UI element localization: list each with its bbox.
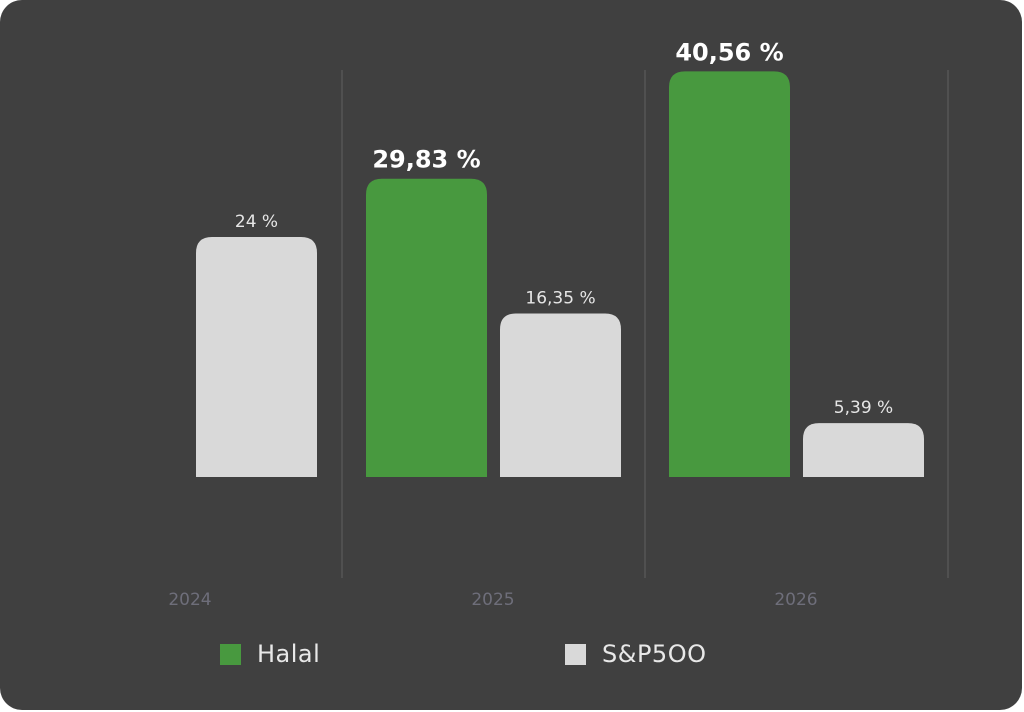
x-tick-label-2026: 2026 <box>774 590 817 610</box>
legend-item-sp500: S&P5OO <box>565 640 706 668</box>
x-tick-label-2025: 2025 <box>471 590 514 610</box>
legend-label-halal: Halal <box>257 640 321 668</box>
bar-halal-2026 <box>669 71 790 478</box>
bar-sp500-2025-label: 16,35 % <box>525 289 595 309</box>
bar-halal-2025-label: 29,83 % <box>372 146 480 174</box>
x-tick-label-2024: 2024 <box>168 590 211 610</box>
chart-legend: Halal S&P5OO <box>0 640 1024 676</box>
bar-sp500-2024-label: 24 % <box>235 212 278 232</box>
bar-sp500-2025 <box>500 313 621 477</box>
legend-swatch-halal <box>220 643 241 665</box>
legend-swatch-sp500 <box>565 643 586 665</box>
bar-sp500-2026 <box>803 423 924 477</box>
bar-halal-2026-label: 40,56 % <box>675 38 783 66</box>
bar-halal-2025 <box>366 178 487 477</box>
legend-label-sp500: S&P5OO <box>602 640 707 668</box>
bar-sp500-2024 <box>196 237 317 477</box>
legend-item-halal: Halal <box>220 640 320 668</box>
bar-sp500-2026-label: 5,39 % <box>834 398 893 418</box>
